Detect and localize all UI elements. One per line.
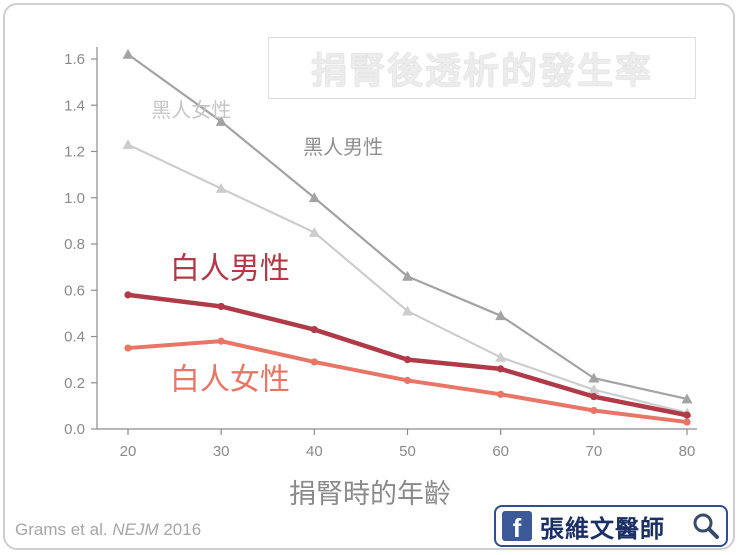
magnifier-icon [693, 513, 719, 539]
data-point [310, 358, 318, 366]
data-point [308, 192, 320, 203]
y-tick-label: 0.8 [64, 236, 85, 253]
badge-text: 張維文醫師 [540, 514, 665, 543]
data-point [683, 411, 691, 419]
doctor-badge[interactable]: f 張維文醫師 [494, 505, 728, 547]
series-0 [122, 48, 693, 404]
data-point [497, 390, 505, 398]
series-label: 黑人女性 [151, 98, 231, 122]
data-point [215, 183, 227, 193]
data-point [217, 337, 225, 345]
data-point [588, 372, 600, 383]
data-point [495, 351, 507, 362]
axes: 0.0 0.2 0.4 0.6 0.8 1.0 1.2 1.4 1.6 20 30 40 50 60 70 8… [64, 47, 697, 460]
series-layer [122, 48, 693, 426]
facebook-icon: f [502, 511, 532, 541]
y-tick-label: 0.6 [64, 282, 85, 299]
data-point [403, 356, 412, 364]
y-tick-label: 1.6 [64, 51, 85, 68]
data-point [590, 406, 598, 415]
y-tick-label: 1.0 [64, 190, 85, 207]
y-tick-label: 0.4 [64, 329, 85, 346]
data-point [124, 344, 132, 352]
data-point [588, 384, 600, 395]
citation-journal: NEJM [112, 520, 159, 539]
data-point [495, 310, 507, 321]
data-point [590, 393, 598, 401]
data-point [681, 393, 693, 404]
series-label: 白人男性 [170, 252, 290, 287]
data-point [402, 305, 413, 316]
x-tick-label: 40 [306, 443, 323, 460]
data-point [308, 226, 320, 237]
data-point [124, 291, 132, 299]
x-tick-label: 80 [679, 443, 696, 460]
facebook-glyph: f [512, 513, 522, 543]
series-label: 黑人男性 [303, 135, 383, 159]
x-axis-label: 捐腎時的年齡 [289, 479, 451, 510]
x-tick-label: 20 [120, 443, 137, 460]
series-2 [124, 291, 691, 419]
citation-authors: Grams et al. [15, 520, 108, 539]
y-tick-label: 0.2 [64, 375, 85, 392]
data-point [217, 302, 225, 311]
data-point [497, 365, 505, 373]
chart-title: 捐腎後透析的發生率 [268, 37, 696, 99]
data-point [122, 139, 134, 149]
x-tick-label: 60 [492, 443, 509, 460]
citation-year: 2016 [163, 520, 202, 539]
y-tick-label: 1.4 [64, 97, 85, 114]
data-point [215, 115, 227, 126]
data-point [403, 376, 412, 385]
citation: Grams et al. NEJM 2016 [15, 520, 201, 540]
y-tick-label: 1.2 [64, 144, 85, 161]
data-point [122, 48, 134, 59]
x-tick-label: 30 [213, 443, 230, 460]
data-point [683, 418, 691, 426]
card-frame [3, 3, 735, 550]
data-point [310, 325, 318, 334]
x-tick-label: 50 [399, 443, 416, 460]
y-tick-label: 0.0 [64, 421, 85, 438]
series-label: 白人女性 [170, 363, 290, 398]
x-tick-label: 70 [585, 443, 602, 460]
series-3 [124, 337, 691, 426]
data-point [402, 270, 413, 281]
